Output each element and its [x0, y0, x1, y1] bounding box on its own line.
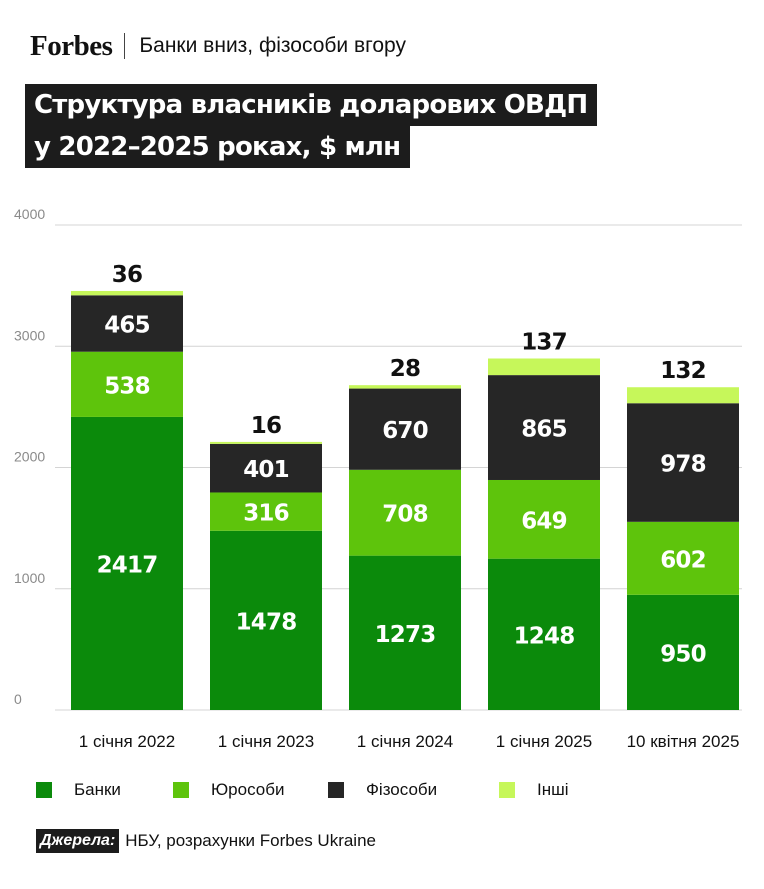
- header-divider: [124, 33, 126, 59]
- bar-segment: [71, 416, 183, 710]
- legend-swatch: [499, 782, 515, 798]
- bar-segment: [627, 387, 739, 404]
- data-label: 670: [382, 418, 428, 444]
- y-tick-label: 2000: [14, 449, 45, 465]
- bar-segment: [627, 403, 739, 522]
- legend-swatch: [36, 782, 52, 798]
- data-label: 950: [660, 641, 706, 667]
- axis-labels: 0 1000 2000 3000 4000 1 січня 2022 1 січня 202…: [14, 206, 739, 751]
- legend-item: Банки: [36, 780, 121, 800]
- bar-segment: [349, 555, 461, 710]
- legend-item: Юрособи: [173, 780, 284, 800]
- legend-swatch: [328, 782, 344, 798]
- data-label: 602: [660, 547, 706, 573]
- x-tick-label: 1 січня 2025: [496, 732, 592, 751]
- data-label: 132: [660, 358, 706, 384]
- data-label: 1273: [375, 622, 436, 648]
- data-label: 708: [382, 502, 428, 528]
- header: Forbes Банки вниз, фізособи вгору: [30, 30, 406, 62]
- bar-segment: [210, 443, 322, 493]
- source-label: Джерела:: [36, 829, 120, 853]
- x-tick-label: 1 січня 2024: [357, 732, 453, 751]
- data-label: 36: [112, 262, 142, 288]
- source-text: НБУ, розрахунки Forbes Ukraine: [125, 831, 376, 850]
- data-label: 649: [521, 508, 567, 534]
- bar-segment: [210, 441, 322, 444]
- legend-swatch: [173, 782, 189, 798]
- y-tick-label: 1000: [14, 570, 45, 586]
- legend-label: Інші: [537, 780, 569, 799]
- data-label: 465: [104, 313, 150, 339]
- bar-segment: [488, 558, 600, 710]
- y-tick-label: 0: [14, 691, 22, 707]
- bar-segment: [349, 385, 461, 389]
- data-label: 865: [521, 417, 567, 443]
- bar-segment: [210, 492, 322, 531]
- header-subtitle: Банки вниз, фізособи вгору: [139, 34, 406, 57]
- bar-segment: [488, 375, 600, 480]
- forbes-logo: Forbes: [30, 29, 113, 62]
- data-label: 978: [660, 452, 706, 478]
- chart-title: Структура власників доларових ОВДП у 202…: [25, 84, 598, 168]
- data-label: 401: [243, 457, 289, 483]
- bar-segment: [71, 295, 183, 352]
- bar-labels: 2417 538 465 36 1478 316 401 16 1273 708 670 28 1248…: [97, 262, 707, 667]
- bar-segment: [349, 388, 461, 470]
- legend-item: Інші: [499, 780, 569, 800]
- data-label: 1478: [236, 609, 297, 635]
- data-label: 538: [104, 373, 150, 399]
- x-tick-label: 1 січня 2022: [79, 732, 175, 751]
- legend-label: Юрособи: [211, 780, 285, 799]
- bar-segment: [488, 479, 600, 559]
- y-tick-label: 4000: [14, 206, 45, 222]
- bar-segment: [210, 530, 322, 710]
- bar-segment: [71, 351, 183, 417]
- bars: [71, 290, 739, 710]
- legend-item: Фізособи: [328, 780, 437, 800]
- data-label: 2417: [97, 552, 158, 578]
- legend-label: Банки: [74, 780, 121, 799]
- data-label: 316: [243, 501, 289, 527]
- legend-label: Фізособи: [366, 780, 438, 799]
- legend: Банки Юрособи Фізособи Інші: [36, 780, 736, 802]
- source-note: Джерела: НБУ, розрахунки Forbes Ukraine: [36, 829, 376, 853]
- chart-title-line-1: Структура власників доларових ОВДП: [25, 84, 598, 126]
- bar-segment: [627, 594, 739, 710]
- x-tick-label: 10 квітня 2025: [627, 732, 740, 751]
- bar-segment: [627, 521, 739, 595]
- chart-title-line-2: у 2022–2025 роках, $ млн: [25, 126, 411, 168]
- data-label: 137: [521, 329, 567, 355]
- data-label: 16: [251, 413, 281, 439]
- bar-segment: [488, 358, 600, 376]
- data-label: 1248: [514, 623, 575, 649]
- bar-segment: [349, 469, 461, 556]
- data-label: 28: [390, 356, 420, 382]
- y-tick-label: 3000: [14, 327, 45, 343]
- x-tick-label: 1 січня 2023: [218, 732, 314, 751]
- bar-segment: [71, 290, 183, 296]
